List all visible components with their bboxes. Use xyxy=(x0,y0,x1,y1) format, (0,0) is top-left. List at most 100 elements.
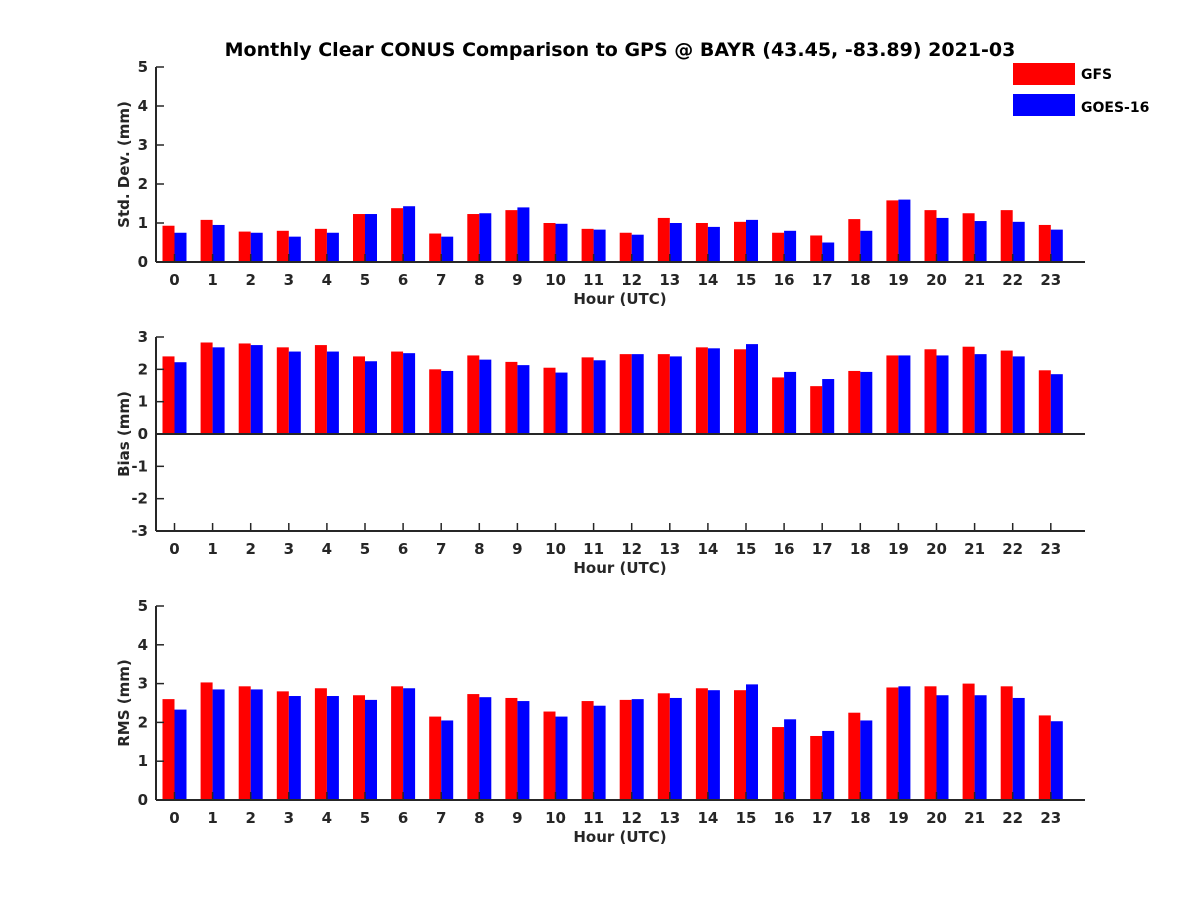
bar-stddev-goes16-12 xyxy=(631,234,644,262)
y-tick-label-stddev-0: 0 xyxy=(138,253,148,271)
bar-bias-gfs-1 xyxy=(200,342,213,434)
bar-bias-gfs-3 xyxy=(276,347,289,434)
bar-bias-gfs-20 xyxy=(924,349,937,434)
y-tick-label-stddev-5: 5 xyxy=(138,58,148,76)
bar-bias-gfs-21 xyxy=(962,346,975,434)
bar-stddev-goes16-8 xyxy=(479,213,492,262)
x-tick-label-rms-15: 15 xyxy=(736,809,757,827)
y-tick-label-stddev-3: 3 xyxy=(138,136,148,154)
x-tick-label-stddev-16: 16 xyxy=(774,271,795,289)
bar-stddev-gfs-7 xyxy=(429,233,442,262)
bar-rms-goes16-14 xyxy=(707,690,720,800)
x-tick-label-bias-1: 1 xyxy=(207,540,217,558)
x-tick-label-bias-4: 4 xyxy=(322,540,332,558)
bar-rms-gfs-16 xyxy=(772,727,785,800)
x-tick-label-bias-10: 10 xyxy=(545,540,566,558)
bar-stddev-gfs-10 xyxy=(543,223,556,262)
y-tick-label-stddev-4: 4 xyxy=(138,97,148,115)
bar-stddev-gfs-13 xyxy=(657,217,670,262)
bar-bias-gfs-13 xyxy=(657,354,670,434)
bar-stddev-gfs-5 xyxy=(353,214,365,262)
x-tick-label-rms-1: 1 xyxy=(207,809,217,827)
bar-rms-goes16-19 xyxy=(898,686,911,800)
bar-bias-goes16-11 xyxy=(593,360,606,434)
x-tick-label-stddev-8: 8 xyxy=(474,271,484,289)
bar-bias-goes16-20 xyxy=(936,355,949,434)
y-tick-label-bias-2: 2 xyxy=(138,360,148,378)
bar-bias-goes16-19 xyxy=(898,355,911,434)
bar-rms-gfs-5 xyxy=(353,695,365,800)
bar-rms-goes16-1 xyxy=(212,689,225,800)
bar-stddev-goes16-19 xyxy=(898,199,911,262)
x-tick-label-bias-2: 2 xyxy=(245,540,255,558)
y-tick-label-rms-0: 0 xyxy=(138,791,148,809)
x-tick-label-bias-8: 8 xyxy=(474,540,484,558)
bar-rms-goes16-7 xyxy=(441,720,454,800)
x-tick-label-stddev-15: 15 xyxy=(736,271,757,289)
bar-stddev-gfs-15 xyxy=(734,221,746,262)
x-tick-label-rms-12: 12 xyxy=(621,809,642,827)
y-tick-label-rms-2: 2 xyxy=(138,713,148,731)
x-tick-label-stddev-6: 6 xyxy=(398,271,408,289)
x-tick-label-rms-9: 9 xyxy=(512,809,522,827)
y-tick-label-bias--3: -3 xyxy=(131,522,148,540)
bar-stddev-goes16-17 xyxy=(822,242,835,262)
x-tick-label-stddev-0: 0 xyxy=(169,271,179,289)
bar-bias-goes16-1 xyxy=(212,347,225,434)
bar-rms-goes16-13 xyxy=(669,697,682,800)
bar-rms-goes16-22 xyxy=(1012,697,1025,800)
bar-stddev-goes16-3 xyxy=(288,236,301,262)
bar-stddev-gfs-20 xyxy=(924,210,937,262)
x-tick-label-rms-0: 0 xyxy=(169,809,179,827)
bar-stddev-goes16-20 xyxy=(936,217,949,262)
bar-bias-goes16-17 xyxy=(822,379,835,434)
bar-stddev-goes16-0 xyxy=(174,232,187,262)
x-tick-label-bias-12: 12 xyxy=(621,540,642,558)
bar-stddev-gfs-3 xyxy=(276,230,289,262)
bar-rms-gfs-4 xyxy=(314,688,327,800)
x-tick-label-stddev-14: 14 xyxy=(697,271,718,289)
x-tick-label-rms-21: 21 xyxy=(964,809,985,827)
x-tick-label-rms-17: 17 xyxy=(812,809,833,827)
x-tick-label-stddev-1: 1 xyxy=(207,271,217,289)
bar-rms-gfs-13 xyxy=(657,693,670,800)
bar-rms-gfs-8 xyxy=(467,694,480,800)
bar-rms-gfs-2 xyxy=(238,686,251,800)
y-tick-label-stddev-2: 2 xyxy=(138,175,148,193)
bar-bias-gfs-10 xyxy=(543,367,556,434)
x-tick-label-stddev-23: 23 xyxy=(1040,271,1061,289)
x-tick-label-rms-11: 11 xyxy=(583,809,604,827)
x-tick-label-bias-13: 13 xyxy=(659,540,680,558)
bar-bias-gfs-14 xyxy=(695,347,708,434)
bar-stddev-goes16-18 xyxy=(860,230,873,262)
x-tick-label-rms-10: 10 xyxy=(545,809,566,827)
y-tick-label-bias--1: -1 xyxy=(131,457,148,475)
bar-stddev-gfs-21 xyxy=(962,213,975,262)
bar-stddev-gfs-6 xyxy=(391,208,404,262)
bar-bias-gfs-6 xyxy=(391,351,404,434)
x-tick-label-stddev-22: 22 xyxy=(1002,271,1023,289)
bar-rms-goes16-5 xyxy=(365,699,377,800)
x-tick-label-rms-23: 23 xyxy=(1040,809,1061,827)
bar-rms-gfs-20 xyxy=(924,686,937,800)
bar-bias-goes16-0 xyxy=(174,362,187,434)
bar-bias-goes16-23 xyxy=(1050,374,1063,434)
bar-stddev-goes16-11 xyxy=(593,229,606,262)
x-tick-label-rms-16: 16 xyxy=(774,809,795,827)
bar-bias-goes16-10 xyxy=(555,372,568,434)
legend-label-gfs: GFS xyxy=(1081,67,1112,83)
bar-bias-goes16-21 xyxy=(974,354,987,434)
x-tick-label-stddev-18: 18 xyxy=(850,271,871,289)
x-tick-label-bias-0: 0 xyxy=(169,540,179,558)
x-tick-label-rms-3: 3 xyxy=(284,809,294,827)
x-tick-label-bias-5: 5 xyxy=(360,540,370,558)
x-axis-label-rms: Hour (UTC) xyxy=(573,828,666,846)
bar-rms-gfs-14 xyxy=(695,688,708,800)
x-tick-label-bias-18: 18 xyxy=(850,540,871,558)
legend-label-goes16: GOES-16 xyxy=(1081,100,1149,116)
bar-bias-goes16-4 xyxy=(326,351,339,434)
bar-stddev-gfs-22 xyxy=(1000,210,1013,262)
